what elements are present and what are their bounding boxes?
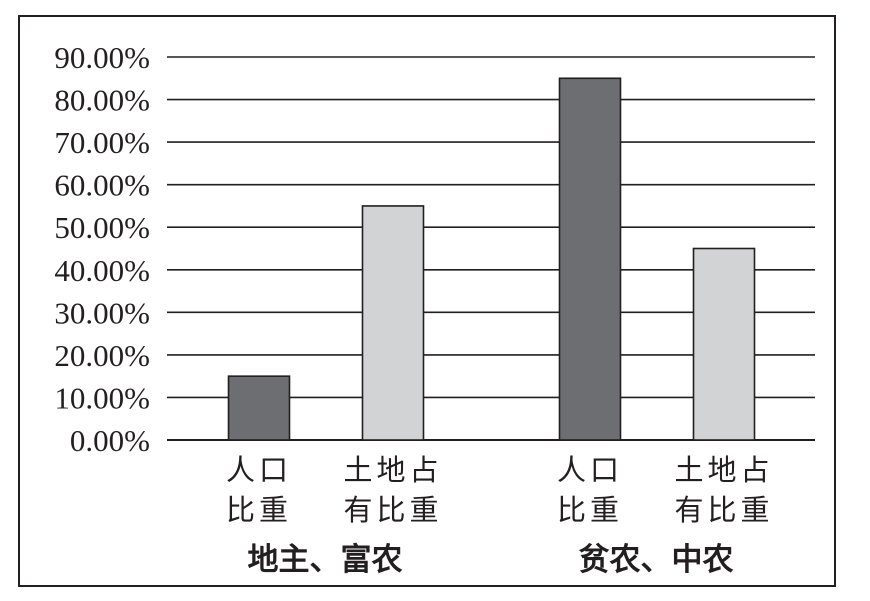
- y-tick-label: 20.00%: [54, 338, 150, 373]
- category-label-land-share: 有比重: [343, 493, 442, 527]
- group-label: 地主、富农: [248, 542, 403, 578]
- bars: [227, 77, 756, 441]
- bar-land-share-group-2: [692, 247, 756, 441]
- y-tick-label: 0.00%: [70, 423, 150, 458]
- y-tick-label: 60.00%: [54, 168, 150, 203]
- y-tick-label: 30.00%: [54, 295, 150, 330]
- y-tick-label: 90.00%: [54, 40, 150, 75]
- y-tick-label: 40.00%: [54, 253, 150, 288]
- y-tick-label: 10.00%: [54, 380, 150, 415]
- bar-population-share-group-1: [227, 375, 291, 441]
- y-tick-label: 70.00%: [54, 125, 150, 160]
- category-label-land-share: 土地占: [674, 453, 773, 487]
- category-label-population-share: 比重: [226, 493, 292, 527]
- category-label-land-share: 有比重: [674, 493, 773, 527]
- bar-population-share-group-2: [558, 77, 622, 441]
- group-label: 贫农、中农: [579, 542, 734, 578]
- category-label-population-share: 比重: [557, 493, 623, 527]
- category-label-population-share: 人口: [557, 453, 623, 487]
- y-tick-label: 50.00%: [54, 210, 150, 245]
- bar-land-share-group-1: [361, 205, 425, 441]
- category-label-population-share: 人口: [226, 453, 292, 487]
- category-label-land-share: 土地占: [343, 453, 442, 487]
- y-axis-ticks: 0.00% 10.00% 20.00% 30.00% 40.00% 50.00% 60.00…: [54, 40, 150, 458]
- group-labels: 地主、富农 贫农、中农: [248, 542, 734, 578]
- y-tick-label: 80.00%: [54, 83, 150, 118]
